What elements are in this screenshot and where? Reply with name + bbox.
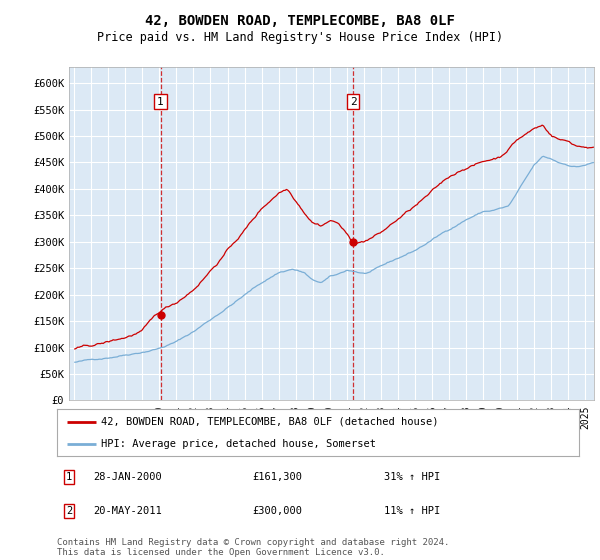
Text: 31% ↑ HPI: 31% ↑ HPI xyxy=(384,472,440,482)
Text: 11% ↑ HPI: 11% ↑ HPI xyxy=(384,506,440,516)
Text: Contains HM Land Registry data © Crown copyright and database right 2024.
This d: Contains HM Land Registry data © Crown c… xyxy=(57,538,449,557)
Text: 1: 1 xyxy=(157,96,164,106)
Text: £300,000: £300,000 xyxy=(252,506,302,516)
Text: 42, BOWDEN ROAD, TEMPLECOMBE, BA8 0LF: 42, BOWDEN ROAD, TEMPLECOMBE, BA8 0LF xyxy=(145,14,455,28)
Text: Price paid vs. HM Land Registry's House Price Index (HPI): Price paid vs. HM Land Registry's House … xyxy=(97,31,503,44)
Text: £161,300: £161,300 xyxy=(252,472,302,482)
Text: HPI: Average price, detached house, Somerset: HPI: Average price, detached house, Some… xyxy=(101,438,376,449)
Text: 2: 2 xyxy=(350,96,356,106)
Text: 2: 2 xyxy=(66,506,72,516)
Text: 1: 1 xyxy=(66,472,72,482)
Text: 20-MAY-2011: 20-MAY-2011 xyxy=(93,506,162,516)
Text: 28-JAN-2000: 28-JAN-2000 xyxy=(93,472,162,482)
Text: 42, BOWDEN ROAD, TEMPLECOMBE, BA8 0LF (detached house): 42, BOWDEN ROAD, TEMPLECOMBE, BA8 0LF (d… xyxy=(101,417,439,427)
